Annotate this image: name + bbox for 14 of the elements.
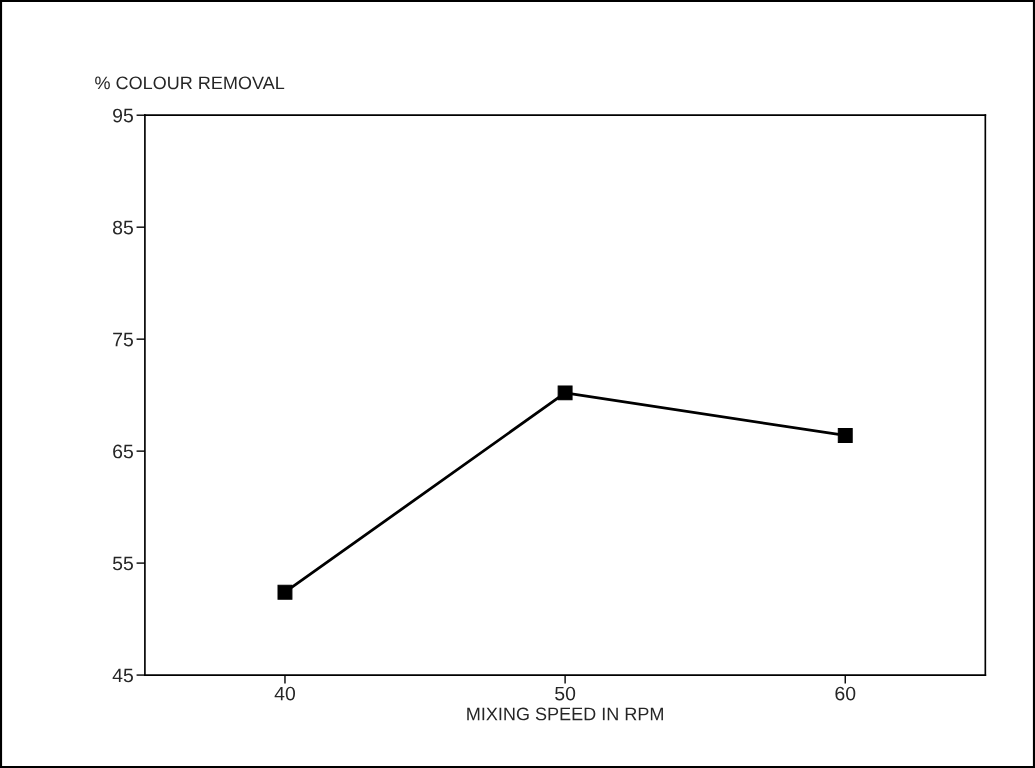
- y-tick-label: 65: [113, 444, 133, 459]
- point: [557, 385, 573, 401]
- x-tick-label: 50: [555, 686, 576, 701]
- y-axis-title: % COLOUR REMOVAL: [95, 76, 285, 90]
- y-tick-label: 75: [113, 332, 133, 347]
- point: [837, 427, 853, 443]
- y-tick-label: 55: [112, 556, 133, 571]
- point: [277, 584, 293, 600]
- x-axis-title: MIXING SPEED IN RPM: [467, 707, 663, 721]
- y-tick-label: 85: [113, 220, 133, 235]
- y-tick-label: 45: [112, 668, 133, 683]
- x-tick-label: 40: [274, 686, 296, 701]
- y-tick-label: 95: [113, 108, 133, 123]
- x-tick-label: 60: [835, 686, 856, 701]
